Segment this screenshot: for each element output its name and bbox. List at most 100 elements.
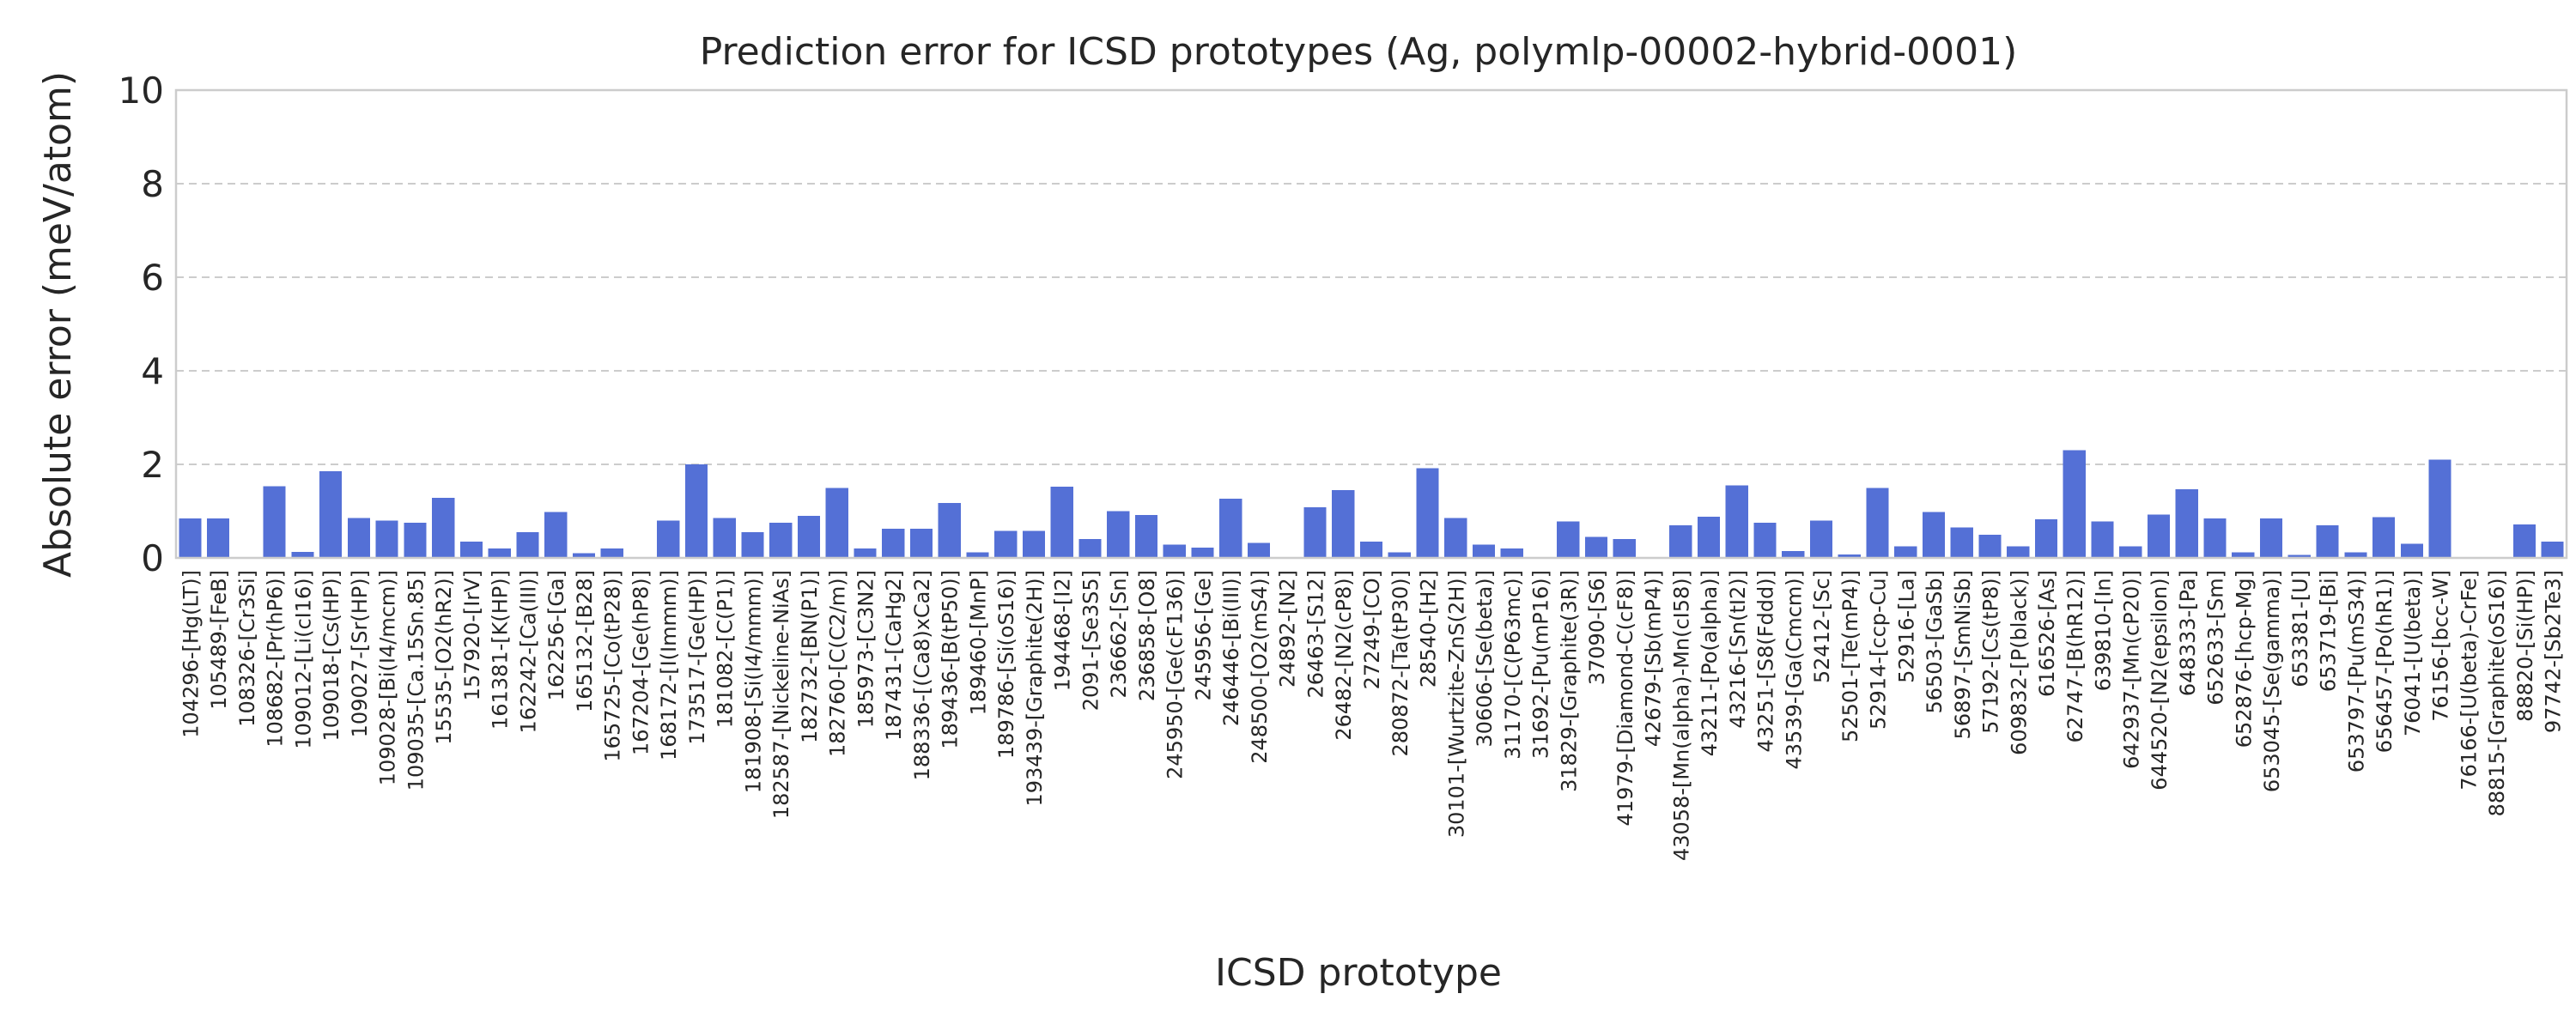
x-tick-label-30: 193439-[Graphite(2H)] [1023,570,1047,807]
x-tick-label-77: 653797-[Pu(mS34)] [2344,570,2368,772]
x-tick-label-17: 168172-[I(Immm)] [657,570,681,760]
x-tick-label-82: 88815-[Graphite(oS16)] [2485,570,2509,816]
x-tick-label-3: 108682-[Pr(hP6)] [264,570,288,748]
x-tick-label-68: 639810-[In] [2092,570,2116,691]
bar-76 [2316,524,2339,558]
y-tick-label-4: 4 [141,350,164,392]
bar-45 [1444,518,1467,558]
x-tick-label-81: 76166-[U(beta)-CrFe] [2457,570,2481,791]
bar-47 [1500,548,1523,558]
bar-66 [2034,518,2058,558]
bar-80 [2428,459,2451,558]
x-tick-label-69: 642937-[Mn(cP20)] [2119,570,2143,769]
x-tick-label-78: 656457-[Po(hR1)] [2372,570,2397,753]
bar-40 [1303,507,1327,558]
bar-14 [572,553,596,558]
bar-67 [2063,450,2086,558]
grid-lines [176,183,2567,465]
x-tick-label-43: 280872-[Ta(tP30)] [1388,570,1413,757]
bar-68 [2091,521,2114,558]
x-tick-label-7: 109028-[Bi(I4/mcm)] [376,570,400,785]
x-tick-label-25: 187431-[CaHg2] [882,570,906,741]
bar-36 [1191,548,1214,558]
bar-21 [769,523,793,558]
bar-1 [207,518,230,558]
bar-51 [1613,539,1636,558]
bar-49 [1557,521,1580,558]
bar-46 [1472,544,1496,558]
bar-42 [1359,541,1383,558]
bar-58 [1809,520,1833,558]
y-tick-label-6: 6 [141,257,164,299]
x-tick-label-24: 185973-[C3N2] [854,570,878,728]
bar-31 [1050,487,1073,558]
x-tick-label-71: 648333-[Pa] [2176,570,2200,696]
bar-20 [741,532,764,558]
x-tick-label-33: 236662-[Sn] [1107,570,1131,698]
x-tick-label-56: 43251-[S8(Fddd)] [1754,570,1778,752]
bar-69 [2119,546,2142,558]
bar-27 [938,503,961,558]
y-tick-label-2: 2 [141,444,164,486]
bar-38 [1247,542,1271,558]
x-tick-label-57: 43539-[Ga(Cmcm)] [1782,570,1806,769]
bar-29 [994,530,1018,558]
x-tick-labels: 104296-[Hg(LT)] 105489-[FeB] 108326-[Cr3Si… [179,570,2565,861]
x-tick-label-19: 181082-[C(P1)] [714,570,738,728]
bar-71 [2175,488,2198,558]
x-tick-label-16: 167204-[Ge(hP8)] [629,570,653,755]
x-tick-label-15: 165725-[Co(tP28)] [601,570,625,762]
bar-72 [2203,518,2227,558]
bar-28 [966,552,989,558]
bar-83 [2512,524,2536,558]
x-tick-label-35: 245950-[Ge(cF136)] [1163,570,1188,779]
bar-26 [909,529,933,558]
x-tick-label-28: 189460-[MnP] [966,570,990,715]
bar-8 [404,523,427,558]
bar-32 [1078,539,1102,558]
x-tick-label-66: 616526-[As] [2035,570,2059,697]
bar-70 [2147,514,2171,558]
x-tick-label-73: 652876-[hcp-Mg] [2232,570,2256,748]
bar-63 [1950,527,1973,558]
bar-4 [291,551,314,558]
x-tick-label-63: 56897-[SmNiSb] [1951,570,1975,739]
y-tick-label-8: 8 [141,163,164,205]
bar-41 [1332,489,1355,558]
x-tick-label-55: 43216-[Sn(tI2)] [1726,570,1750,729]
bar-34 [1134,514,1158,558]
x-tick-label-39: 24892-[N2] [1276,570,1300,688]
x-tick-label-14: 165132-[B28] [573,570,597,712]
x-tick-label-58: 52412-[Sc] [1810,570,1834,683]
plot-frame [174,88,2568,560]
x-tick-label-34: 236858-[O8] [1135,570,1159,701]
bar-17 [657,520,680,558]
x-tick-label-4: 109012-[Li(cI16)] [291,570,315,749]
bar-25 [882,529,905,558]
bars [179,450,2564,558]
bar-35 [1163,544,1186,558]
x-tick-label-54: 43211-[Po(alpha)] [1698,570,1722,756]
x-tick-label-48: 31692-[Pu(mP16)] [1529,570,1553,759]
bar-54 [1697,517,1721,558]
bar-84 [2541,541,2564,558]
bar-23 [825,488,848,558]
x-tick-label-5: 109018-[Cs(HP)] [319,570,343,742]
x-tick-label-45: 30101-[Wurtzite-ZnS(2H)] [1444,570,1468,838]
bar-9 [432,498,455,558]
x-tick-label-47: 31170-[C(P63mc)] [1501,570,1525,760]
bar-0 [179,518,202,558]
x-tick-label-36: 245956-[Ge] [1191,570,1215,700]
bar-78 [2372,517,2396,558]
x-tick-label-46: 30606-[Se(beta)] [1473,570,1497,748]
bar-37 [1219,498,1242,558]
bar-43 [1388,552,1411,558]
x-tick-label-44: 28540-[H2] [1417,570,1441,688]
x-tick-label-75: 653381-[U] [2288,570,2312,688]
x-tick-label-83: 88820-[Si(HP)] [2513,570,2537,722]
bar-12 [516,532,539,558]
y-tick-labels: 0 2 4 6 8 10 [118,70,164,579]
x-tick-label-20: 181908-[Si(I4/mmm)] [741,570,765,793]
x-tick-label-64: 57192-[Cs(tP8)] [1979,570,2003,734]
